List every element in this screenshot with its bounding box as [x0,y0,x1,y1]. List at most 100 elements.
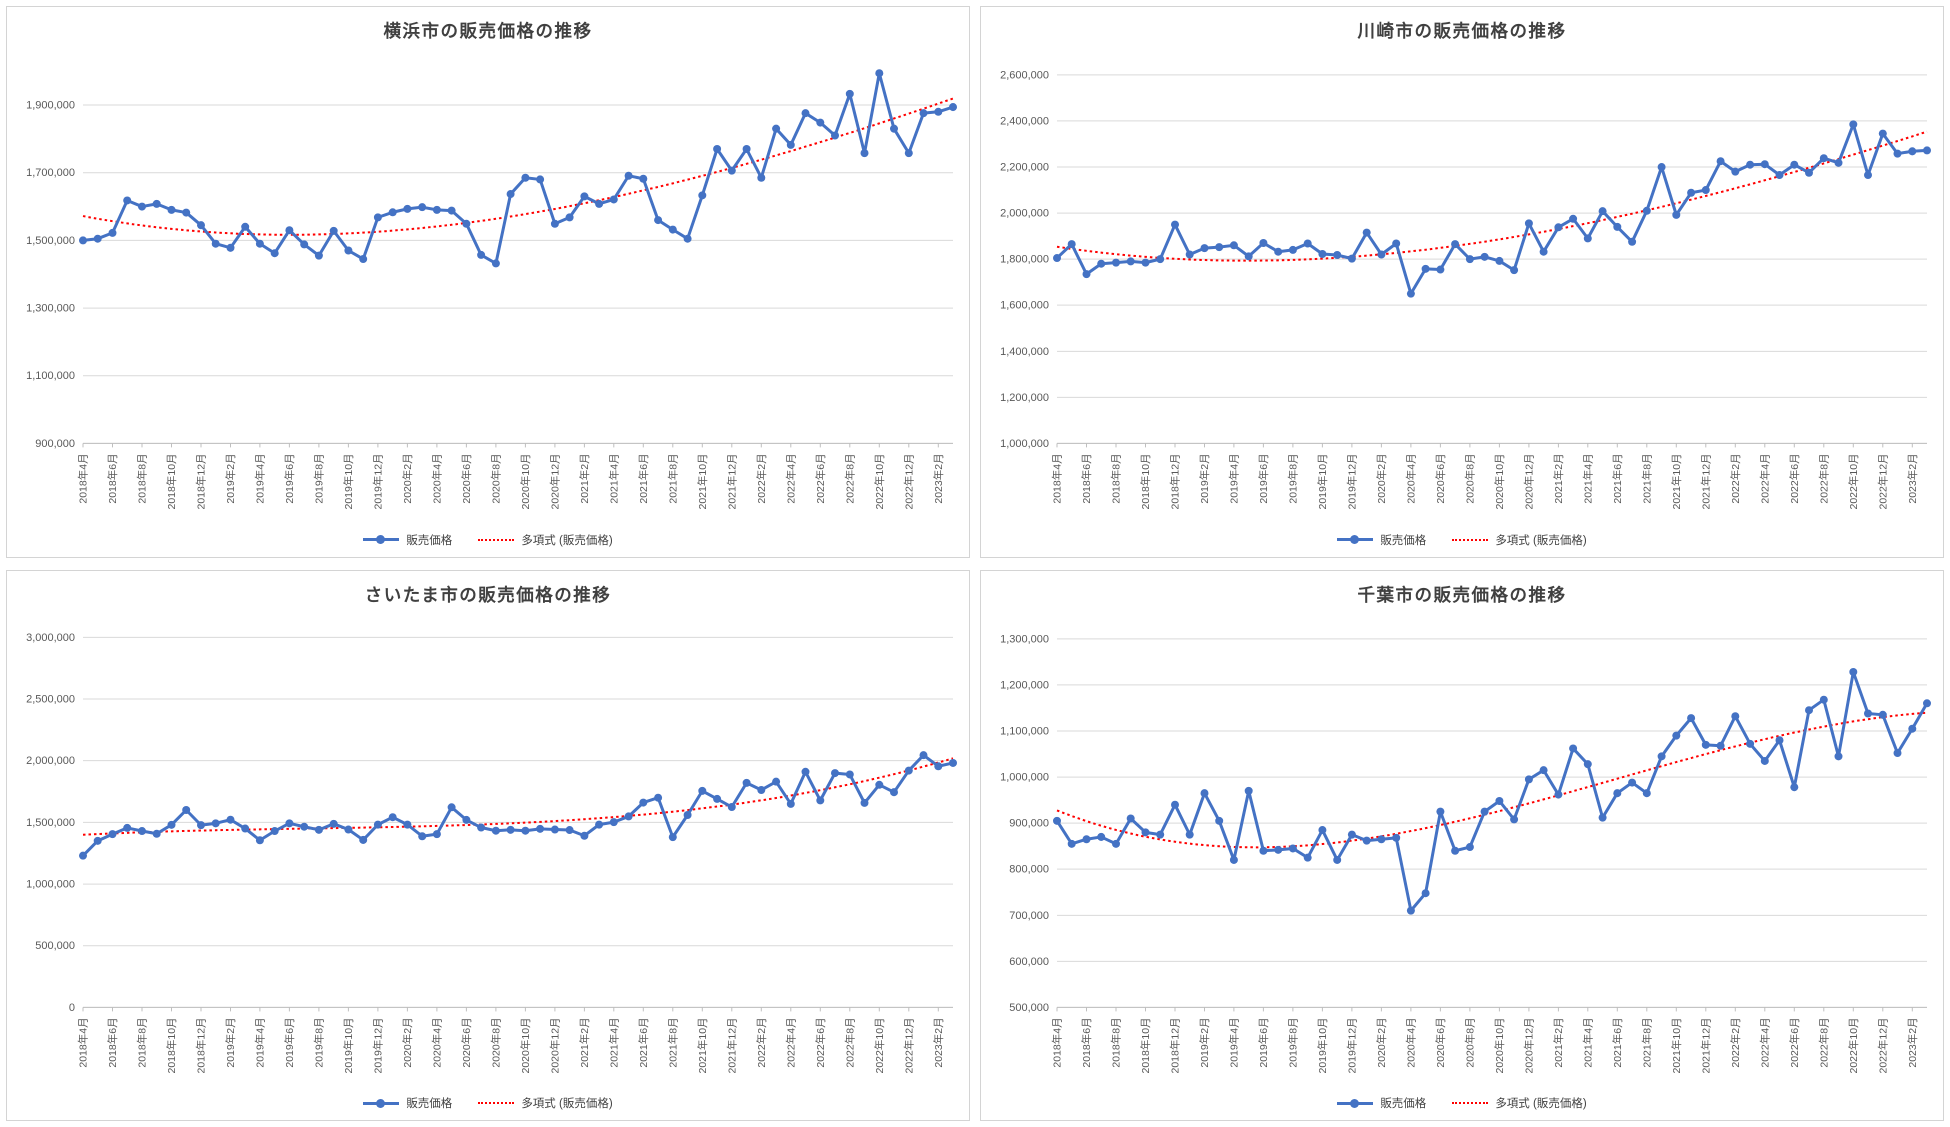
svg-text:2019年6月: 2019年6月 [1257,1017,1270,1067]
svg-text:2021年2月: 2021年2月 [578,1017,591,1067]
trend-line [1056,130,1928,262]
svg-text:2022年12月: 2022年12月 [902,1017,915,1073]
trend-line [82,97,954,236]
plot-saitama: 0 500,000 1,000,000 1,500,000 2,000,000 2,500… [26,631,957,1073]
series-markers [79,750,957,860]
svg-text:2018年12月: 2018年12月 [195,453,208,509]
svg-text:2020年12月: 2020年12月 [548,453,561,509]
svg-text:2020年8月: 2020年8月 [489,1017,502,1067]
svg-text:2021年2月: 2021年2月 [1552,1017,1565,1067]
x-axis-ticks [1056,1006,1913,1011]
svg-text:2020年10月: 2020年10月 [519,453,532,509]
svg-text:1,300,000: 1,300,000 [26,303,75,315]
svg-text:2022年8月: 2022年8月 [1817,1017,1830,1067]
svg-text:2020年8月: 2020年8月 [1463,1017,1476,1067]
chart-saitama: さいたま市の販売価格の推移 0 500,000 1,000,000 1,500,000… [6,569,970,1121]
x-axis-ticks [1056,443,1913,448]
svg-text:2020年10月: 2020年10月 [1493,1017,1506,1073]
svg-text:2019年8月: 2019年8月 [312,453,325,503]
svg-text:2020年8月: 2020年8月 [489,453,502,503]
plot-chiba: 500,000 600,000 700,000 800,000 900,000 1,000… [1000,633,1931,1073]
legend-trend-label: 多項式 (販売価格) [1495,1098,1587,1110]
legend-item-trend: 多項式 (販売価格) [478,532,613,548]
svg-text:2,400,000: 2,400,000 [1000,115,1049,127]
y-axis-labels: 500,000 600,000 700,000 800,000 900,000 1,000… [1000,633,1049,1014]
series-markers [1053,667,1931,915]
svg-text:2022年8月: 2022年8月 [843,1017,856,1067]
svg-text:2022年4月: 2022年4月 [784,1017,797,1067]
x-axis-labels: 2018年4月 2018年6月 2018年8月 2018年10月 2018年12月 201… [1051,453,1919,509]
y-gridlines [83,104,953,444]
svg-text:1,100,000: 1,100,000 [1000,725,1049,737]
svg-text:2019年8月: 2019年8月 [1286,453,1299,503]
svg-text:1,000,000: 1,000,000 [1000,771,1049,783]
svg-text:2021年4月: 2021年4月 [1581,453,1594,503]
svg-text:1,300,000: 1,300,000 [1000,633,1049,645]
chart-title-chiba: 千葉市の販売価格の推移 [1357,584,1567,605]
svg-text:2021年12月: 2021年12月 [725,453,738,509]
svg-text:2022年6月: 2022年6月 [1788,453,1801,503]
trend-line-icon [478,538,515,541]
series-line [81,753,955,857]
svg-text:0: 0 [69,1001,75,1013]
svg-text:2020年4月: 2020年4月 [430,453,443,503]
svg-text:2019年10月: 2019年10月 [342,453,355,509]
x-axis-labels: 2018年4月 2018年6月 2018年8月 2018年10月 2018年12月 201… [77,453,945,509]
legend-trend-label: 多項式 (販売価格) [1495,534,1587,547]
svg-text:2,000,000: 2,000,000 [1000,208,1049,220]
series-line-icon [363,535,400,544]
svg-text:2020年4月: 2020年4月 [430,1017,443,1067]
svg-text:2021年10月: 2021年10月 [1670,453,1683,509]
svg-text:1,000,000: 1,000,000 [26,878,75,890]
svg-text:2021年12月: 2021年12月 [1699,453,1712,509]
series-line [81,71,955,265]
trend-line-icon [1452,1102,1489,1104]
svg-text:2021年8月: 2021年8月 [1640,1017,1653,1067]
svg-text:2021年12月: 2021年12月 [725,1017,738,1073]
svg-text:2019年12月: 2019年12月 [371,1017,384,1073]
svg-text:2022年4月: 2022年4月 [784,453,797,503]
svg-text:2021年6月: 2021年6月 [637,453,650,503]
legend-yokohama: 販売価格 多項式 (販売価格) [7,527,969,553]
svg-text:600,000: 600,000 [1009,955,1049,967]
svg-text:2,200,000: 2,200,000 [1000,162,1049,174]
svg-text:2018年10月: 2018年10月 [165,453,178,509]
y-axis-labels: 900,000 1,100,000 1,300,000 1,500,000 1,700,… [26,99,75,449]
svg-text:2018年8月: 2018年8月 [136,1017,149,1067]
svg-text:2019年10月: 2019年10月 [1316,1017,1329,1073]
svg-text:2022年6月: 2022年6月 [814,453,827,503]
svg-text:2019年12月: 2019年12月 [371,453,384,509]
svg-text:2019年6月: 2019年6月 [1257,453,1270,503]
series-markers [79,69,957,268]
legend-item-trend: 多項式 (販売価格) [478,1095,613,1111]
plot-yokohama: 900,000 1,100,000 1,300,000 1,500,000 1,700,… [26,69,957,510]
svg-text:2020年8月: 2020年8月 [1463,453,1476,503]
svg-text:2020年6月: 2020年6月 [1434,1017,1447,1067]
svg-text:2020年2月: 2020年2月 [1375,453,1388,503]
svg-text:2019年10月: 2019年10月 [342,1017,355,1073]
chart-title-kawasaki: 川崎市の販売価格の推移 [1357,21,1567,41]
svg-text:1,700,000: 1,700,000 [26,167,75,179]
svg-text:2018年6月: 2018年6月 [106,1017,119,1067]
svg-text:2019年12月: 2019年12月 [1345,453,1358,509]
svg-text:2021年10月: 2021年10月 [696,453,709,509]
svg-text:2020年2月: 2020年2月 [401,1017,414,1067]
svg-text:2021年2月: 2021年2月 [1552,453,1565,503]
svg-text:2019年2月: 2019年2月 [224,453,237,503]
svg-text:2020年2月: 2020年2月 [401,453,414,503]
legend-item-series: 販売価格 [363,1095,452,1111]
svg-text:2020年12月: 2020年12月 [548,1017,561,1073]
svg-text:2022年12月: 2022年12月 [902,453,915,509]
svg-text:2022年2月: 2022年2月 [755,1017,768,1067]
svg-text:2021年6月: 2021年6月 [1611,1017,1624,1067]
svg-text:2018年4月: 2018年4月 [1051,453,1064,503]
legend-item-series: 販売価格 [1337,532,1426,548]
svg-text:2021年8月: 2021年8月 [666,453,679,503]
svg-text:2019年4月: 2019年4月 [1227,1017,1240,1067]
svg-text:2021年10月: 2021年10月 [1670,1017,1683,1073]
svg-text:2020年12月: 2020年12月 [1522,1017,1535,1073]
svg-text:2022年2月: 2022年2月 [755,453,768,503]
chart-title-saitama: さいたま市の販売価格の推移 [364,584,612,605]
svg-text:1,200,000: 1,200,000 [1000,392,1049,404]
svg-text:2021年8月: 2021年8月 [666,1017,679,1067]
